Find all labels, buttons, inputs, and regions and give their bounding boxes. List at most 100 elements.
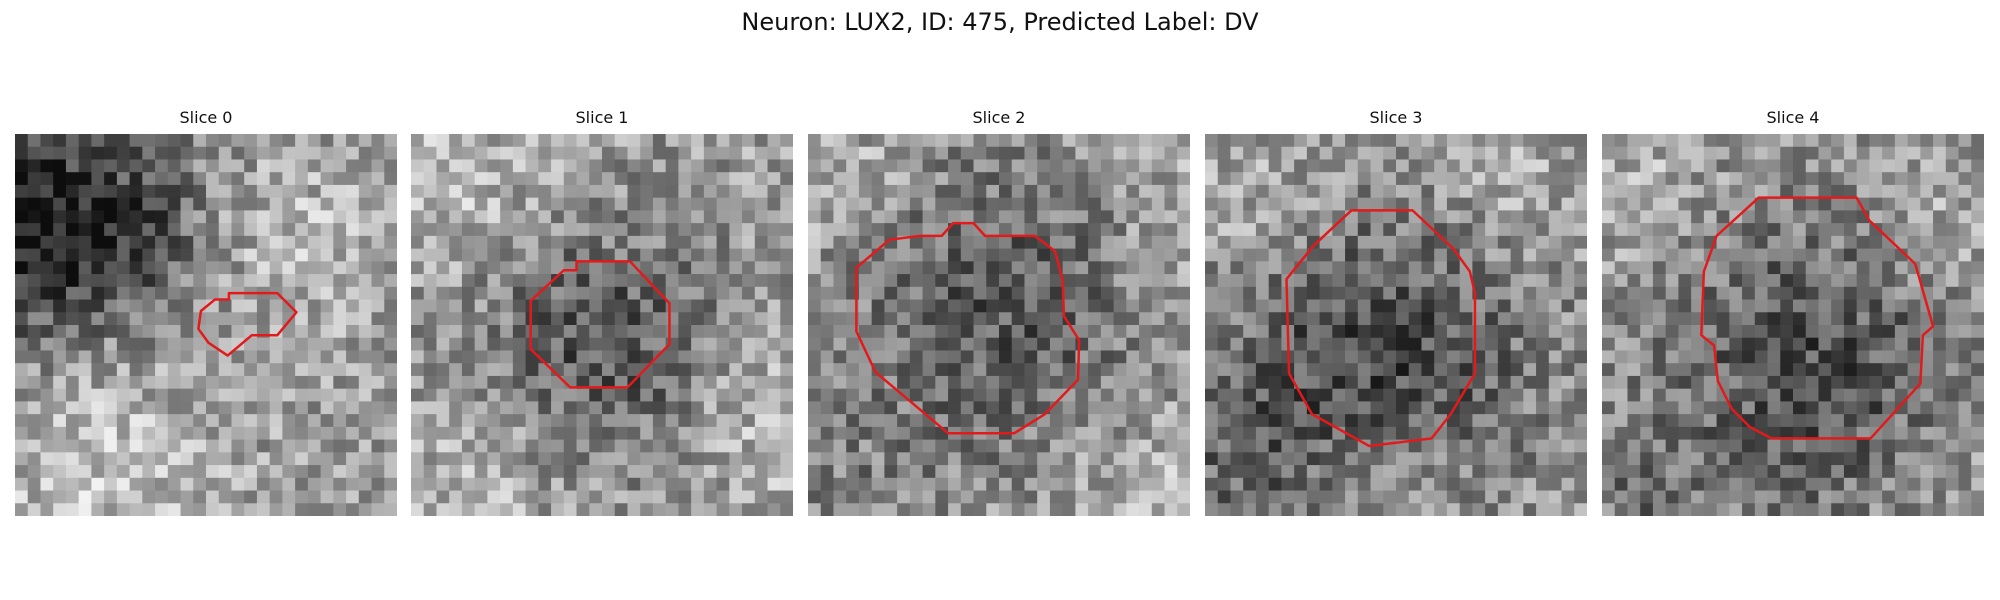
pixel-cell [1306,465,1320,479]
pixel-cell [973,159,987,173]
pixel-cell [820,388,834,402]
pixel-cell [1088,439,1102,453]
pixel-cell [1805,299,1819,313]
pixel-cell [1294,452,1308,466]
pixel-cell [1843,363,1858,377]
pixel-cell [256,248,271,262]
pixel-cell [1627,426,1641,440]
pixel-cell [411,274,425,288]
pixel-cell [1818,274,1832,288]
pixel-cell [512,337,526,351]
pixel-cell [15,477,29,491]
pixel-cell [1971,248,1984,262]
pixel-cell [307,197,321,211]
pixel-cell [703,235,717,249]
pixel-cell [1856,197,1870,211]
pixel-cell [1716,465,1730,479]
pixel-cell [1011,363,1025,377]
pixel-cell [1243,439,1257,453]
pixel-cell [116,426,130,440]
pixel-cell [1945,134,1959,148]
pixel-cell [1831,274,1845,288]
pixel-cell [1742,363,1756,377]
pixel-cell [960,490,974,504]
pixel-cell [948,325,962,339]
pixel-cell [1345,414,1359,428]
pixel-cell [1217,299,1231,313]
pixel-cell [1268,197,1282,211]
pixel-cell [1217,503,1231,516]
pixel-cell [563,414,577,428]
pixel-cell [384,223,397,237]
pixel-cell [808,426,822,440]
pixel-cell [897,210,911,224]
pixel-cell [1151,503,1165,516]
pixel-cell [1383,184,1397,199]
pixel-cell [1459,363,1473,377]
pixel-cell [193,223,207,237]
pixel-cell [256,477,271,491]
pixel-cell [538,363,552,377]
pixel-cell [193,146,207,160]
pixel-cell [1843,261,1858,275]
pixel-cell [1370,465,1384,479]
pixel-cell [1230,452,1244,466]
pixel-cell [104,375,118,390]
pixel-cell [1971,490,1984,504]
pixel-cell [461,465,476,479]
pixel-cell [155,350,169,364]
pixel-cell [1640,337,1654,351]
pixel-cell [461,299,476,313]
pixel-cell [1396,299,1410,313]
pixel-cell [1294,439,1308,453]
pixel-cell [1383,274,1397,288]
pixel-cell [563,223,577,237]
pixel-cell [358,388,372,402]
pixel-cell [871,426,885,440]
pixel-cell [833,197,847,211]
pixel-cell [1177,452,1190,466]
pixel-cell [729,299,743,313]
pixel-cell [1177,261,1190,275]
pixel-cell [754,363,768,377]
pixel-cell [1894,426,1908,440]
pixel-cell [1754,477,1768,491]
pixel-cell [1920,490,1934,504]
pixel-cell [1678,312,1692,326]
pixel-cell [1907,274,1921,288]
pixel-cell [767,248,781,262]
pixel-cell [1497,337,1511,351]
pixel-cell [703,223,717,237]
pixel-cell [627,503,641,516]
pixel-cell [1640,426,1654,440]
pixel-cell [1434,503,1448,516]
pixel-cell [1754,337,1768,351]
pixel-cell [716,325,730,339]
pixel-cell [1459,197,1473,211]
pixel-cell [678,452,692,466]
pixel-cell [461,401,476,415]
pixel-cell [371,375,385,390]
pixel-cell [129,401,143,415]
pixel-cell [922,477,936,491]
pixel-cell [1281,414,1295,428]
pixel-cell [665,134,679,148]
pixel-cell [986,299,1000,313]
pixel-cell [691,261,705,275]
pixel-cell [833,274,847,288]
pixel-cell [231,248,245,262]
pixel-cell [1729,146,1743,160]
pixel-cell [333,465,347,479]
pixel-cell [833,325,847,339]
pixel-cell [1548,388,1562,402]
pixel-cell [563,146,577,160]
pixel-cell [1614,159,1628,173]
pixel-cell [1627,477,1641,491]
pixel-cell [371,210,385,224]
pixel-cell [767,146,781,160]
pixel-cell [1497,388,1511,402]
pixel-cell [1049,210,1064,224]
pixel-cell [1396,325,1410,339]
pixel-cell [1831,477,1845,491]
pixel-cell [754,172,768,186]
